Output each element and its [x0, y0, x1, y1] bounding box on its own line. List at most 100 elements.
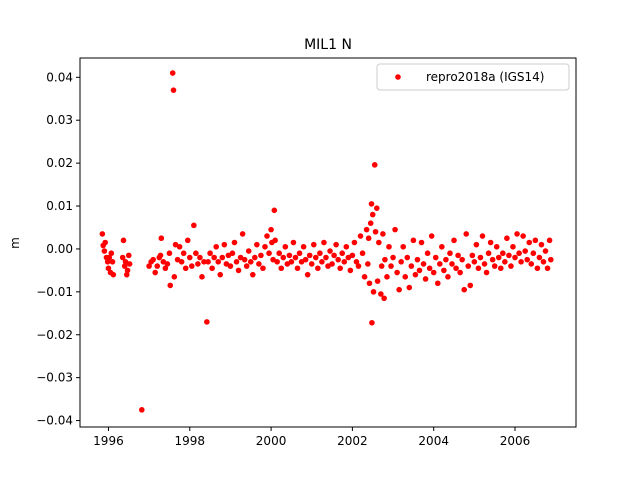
data-point [491, 263, 498, 269]
data-point [524, 256, 531, 263]
data-point [388, 263, 394, 269]
data-point [282, 243, 289, 250]
data-point [451, 237, 457, 244]
data-point [106, 254, 113, 261]
data-point [422, 276, 429, 282]
data-point [296, 250, 303, 257]
data-point [245, 248, 252, 254]
data-point [121, 263, 128, 269]
data-point [400, 243, 407, 250]
x-tick-label: 2004 [418, 434, 449, 448]
data-point [368, 201, 375, 207]
data-point [184, 237, 191, 244]
data-point [378, 291, 384, 297]
data-point [102, 239, 109, 246]
data-point [125, 252, 132, 259]
data-point [207, 250, 213, 257]
data-point [300, 243, 307, 250]
data-point [430, 269, 437, 276]
data-point [402, 274, 409, 280]
data-point [166, 250, 173, 257]
data-point [189, 263, 195, 269]
data-point [443, 256, 449, 263]
data-point [547, 256, 554, 263]
data-point [361, 274, 368, 280]
y-tick-label: 0.02 [46, 156, 73, 170]
data-point [217, 271, 224, 278]
data-point [376, 239, 382, 246]
data-point [372, 228, 379, 235]
data-point [329, 261, 335, 267]
data-point [485, 250, 492, 257]
y-axis-label: m [8, 237, 22, 249]
data-point [477, 254, 484, 261]
data-point [424, 250, 431, 257]
data-point [518, 259, 524, 265]
data-point [260, 265, 266, 272]
data-point [394, 269, 400, 276]
data-point [221, 241, 228, 248]
data-point [412, 271, 419, 278]
data-point [266, 250, 272, 257]
data-point [252, 254, 258, 261]
data-point [157, 252, 164, 259]
data-point [205, 259, 211, 265]
data-point [489, 256, 496, 263]
data-point [292, 254, 299, 261]
data-point [508, 263, 514, 269]
data-point [167, 282, 174, 289]
data-point [229, 250, 236, 257]
data-point [366, 280, 373, 287]
data-point [105, 265, 112, 272]
plot-frame [79, 57, 577, 428]
data-point [256, 261, 262, 267]
data-point [195, 261, 201, 267]
data-point [169, 70, 176, 76]
y-tick-label: 0.04 [46, 70, 73, 84]
data-point [459, 256, 465, 263]
data-point [418, 239, 425, 246]
data-point [191, 222, 197, 229]
x-tick-label: 1998 [174, 434, 205, 448]
data-point [213, 243, 219, 250]
data-point [461, 286, 468, 293]
data-point [235, 267, 242, 274]
data-point [398, 259, 404, 265]
data-point [109, 259, 116, 265]
data-point [119, 254, 126, 261]
data-point [193, 250, 199, 257]
y-tick-label: −0.04 [36, 414, 73, 428]
data-point [271, 207, 278, 214]
legend: repro2018a (IGS14) [376, 63, 570, 91]
data-point [514, 231, 520, 237]
data-point [290, 239, 297, 246]
data-point [197, 254, 203, 261]
data-point [180, 250, 187, 257]
data-point [487, 239, 494, 246]
data-point [278, 265, 285, 272]
data-point [384, 274, 390, 280]
data-point [343, 243, 350, 250]
data-point [247, 259, 254, 265]
data-point [357, 233, 364, 239]
data-point [126, 261, 133, 267]
data-point [434, 280, 441, 287]
data-point [209, 265, 215, 272]
data-point [110, 271, 117, 278]
data-point [414, 256, 421, 263]
data-point [313, 254, 319, 261]
data-point [369, 319, 375, 326]
data-point [233, 259, 240, 265]
data-point [304, 271, 311, 278]
data-point [182, 265, 189, 272]
data-point [170, 87, 177, 93]
data-point [152, 269, 159, 276]
data-point [146, 263, 152, 269]
x-tick-label: 2002 [337, 434, 368, 448]
data-point [171, 274, 178, 280]
data-point [439, 243, 445, 250]
data-point [369, 211, 376, 218]
data-point [201, 259, 207, 265]
data-point [321, 239, 327, 246]
x-axis-ticks: 1996 1998 2000 2002 2004 2006 [93, 427, 530, 448]
